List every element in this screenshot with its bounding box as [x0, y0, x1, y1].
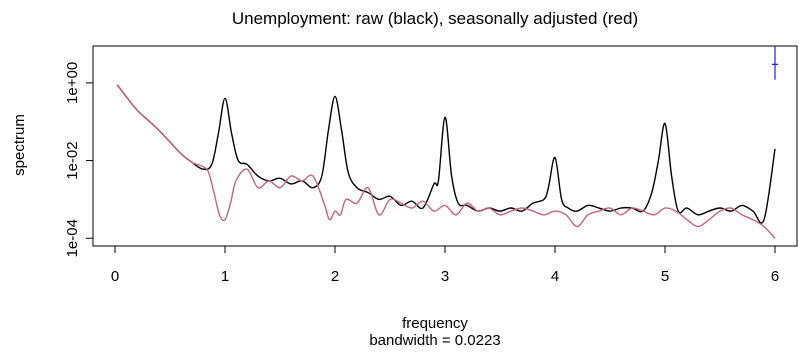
- y-tick-label: 1e+00: [64, 62, 81, 104]
- x-tick-label: 3: [441, 268, 449, 285]
- x-tick-label: 0: [111, 268, 119, 285]
- y-tick-label: 1e-02: [64, 141, 81, 179]
- x-axis-sublabel: bandwidth = 0.0223: [369, 332, 500, 349]
- series-adjusted-line: [116, 84, 776, 239]
- x-tick-label: 2: [331, 268, 339, 285]
- x-tick-label: 5: [661, 268, 669, 285]
- plot-area: 0 1 2 3 4 5 6 1e+00 1e-02 1e-04: [64, 45, 798, 285]
- x-axis-label: frequency: [402, 315, 468, 332]
- plot-frame: [92, 45, 798, 247]
- x-tick-label: 4: [551, 268, 559, 285]
- x-tick-label: 1: [221, 268, 229, 285]
- x-tick-label: 6: [771, 268, 779, 285]
- series-raw-line: [116, 84, 776, 224]
- y-axis-label: spectrum: [11, 114, 28, 176]
- y-tick-label: 1e-04: [64, 219, 81, 257]
- chart-title: Unemployment: raw (black), seasonally ad…: [232, 9, 638, 28]
